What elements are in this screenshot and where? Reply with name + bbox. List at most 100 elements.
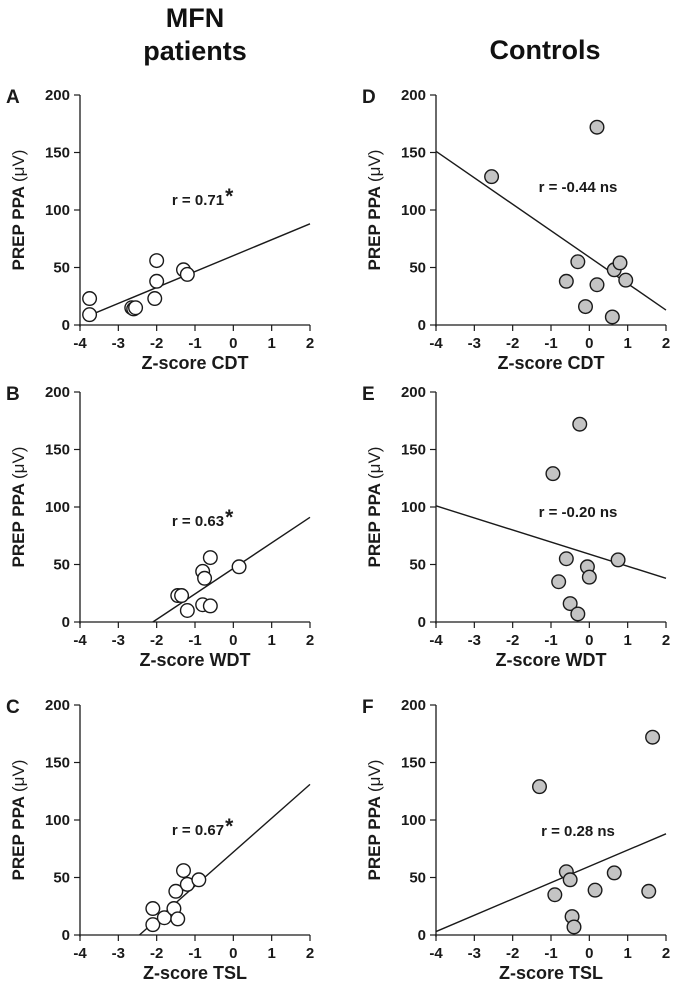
- data-point: [606, 865, 622, 881]
- data-point: [581, 569, 597, 585]
- x-tick-label: -3: [468, 335, 481, 352]
- y-axis-label-unit: (μV): [365, 447, 384, 479]
- panel-label: A: [6, 87, 20, 108]
- data-point: [558, 551, 574, 567]
- x-axis-label: Z-score TSL: [499, 963, 603, 983]
- data-point: [484, 169, 500, 185]
- correlation-annotation: r = 0.63: [172, 513, 224, 530]
- y-tick-label: 200: [401, 697, 426, 714]
- data-point: [175, 863, 191, 879]
- data-point: [645, 729, 661, 745]
- correlation-annotation: r = -0.44 ns: [539, 179, 618, 196]
- y-tick-label: 200: [401, 87, 426, 104]
- data-point: [570, 254, 586, 270]
- y-axis-label-text: PREP PPA: [9, 182, 28, 271]
- x-tick-label: 1: [623, 335, 631, 352]
- data-point: [572, 416, 588, 432]
- x-tick-label: 0: [585, 945, 593, 962]
- data-point: [578, 299, 594, 315]
- data-point: [174, 588, 190, 604]
- x-axis-label: Z-score CDT: [141, 353, 248, 373]
- x-tick-label: -1: [544, 945, 557, 962]
- data-point: [145, 917, 161, 933]
- y-tick-label: 150: [45, 442, 70, 459]
- y-axis-label: PREP PPA (μV): [365, 447, 384, 568]
- panel-e: 0 50 100 150 200 -4 -3 -2 -1 0 1 2 Z-score WDT PREP P…: [362, 384, 670, 670]
- x-axis-label: Z-score TSL: [143, 963, 247, 983]
- y-axis-label: PREP PPA (μV): [9, 150, 28, 271]
- data-point: [128, 300, 144, 316]
- panel-c: 0 50 100 150 200 -4 -3 -2 -1 0 1 2 Z-score TSL PREP P…: [6, 697, 314, 983]
- x-tick-label: -2: [150, 945, 163, 962]
- data-point: [604, 309, 620, 325]
- y-axis-label-unit: (μV): [365, 150, 384, 182]
- x-tick-label: -1: [188, 945, 201, 962]
- x-tick-label: -3: [112, 335, 125, 352]
- regression-line: [435, 150, 667, 311]
- panel-label: C: [6, 697, 20, 718]
- x-tick-label: 2: [662, 945, 670, 962]
- y-tick-label: 200: [401, 384, 426, 401]
- x-tick-label: -4: [429, 335, 443, 352]
- column-title-controls: Controls: [489, 35, 601, 65]
- x-tick-label: -1: [544, 335, 557, 352]
- x-tick-label: 0: [229, 335, 237, 352]
- y-axis-label-text: PREP PPA: [9, 792, 28, 881]
- x-tick-label: 2: [662, 632, 670, 649]
- x-tick-label: -3: [468, 632, 481, 649]
- correlation-annotation: r = -0.20 ns: [539, 504, 618, 521]
- y-axis-label: PREP PPA (μV): [9, 760, 28, 881]
- significance-asterisk: *: [225, 815, 234, 838]
- data-point: [612, 255, 628, 271]
- data-point: [562, 596, 578, 612]
- x-tick-label: 0: [585, 335, 593, 352]
- regression-line: [435, 505, 667, 579]
- y-tick-label: 150: [45, 145, 70, 162]
- y-tick-label: 50: [409, 557, 426, 574]
- correlation-annotation: r = 0.28 ns: [541, 823, 615, 840]
- x-axis-label: Z-score CDT: [497, 353, 604, 373]
- data-point: [149, 253, 165, 269]
- y-tick-label: 200: [45, 384, 70, 401]
- y-axis-label: PREP PPA (μV): [365, 760, 384, 881]
- y-axis-label: PREP PPA (μV): [365, 150, 384, 271]
- y-tick-label: 50: [53, 260, 70, 277]
- data-point: [587, 882, 603, 898]
- y-tick-label: 0: [418, 927, 426, 944]
- y-tick-label: 100: [45, 812, 70, 829]
- data-point: [558, 273, 574, 289]
- y-tick-label: 100: [45, 499, 70, 516]
- data-point: [168, 883, 184, 899]
- x-tick-label: 0: [229, 632, 237, 649]
- x-tick-label: -1: [544, 632, 557, 649]
- data-point: [562, 872, 578, 888]
- panel-d: 0 50 100 150 200 -4 -3 -2 -1 0 1 2 Z-score CDT PREP P…: [362, 87, 670, 373]
- data-point: [589, 119, 605, 135]
- data-point: [589, 277, 605, 293]
- data-point: [179, 266, 195, 282]
- x-tick-label: 0: [585, 632, 593, 649]
- x-tick-label: 1: [267, 335, 275, 352]
- x-tick-label: -2: [150, 335, 163, 352]
- data-point: [191, 872, 207, 888]
- y-tick-label: 0: [418, 317, 426, 334]
- x-tick-label: -3: [112, 945, 125, 962]
- y-tick-label: 200: [45, 87, 70, 104]
- x-tick-label: -2: [506, 945, 519, 962]
- y-axis-label-text: PREP PPA: [365, 182, 384, 271]
- x-tick-label: -2: [506, 335, 519, 352]
- regression-line: [85, 223, 311, 318]
- data-point: [82, 291, 98, 307]
- data-point: [547, 887, 563, 903]
- y-axis-label-text: PREP PPA: [365, 792, 384, 881]
- regression-line: [435, 833, 667, 933]
- data-point: [197, 570, 213, 586]
- x-tick-label: 1: [623, 945, 631, 962]
- y-tick-label: 150: [401, 755, 426, 772]
- y-axis-label: PREP PPA (μV): [9, 447, 28, 568]
- data-point: [82, 307, 98, 323]
- significance-asterisk: *: [225, 506, 234, 529]
- y-tick-label: 50: [409, 260, 426, 277]
- x-tick-label: -2: [506, 632, 519, 649]
